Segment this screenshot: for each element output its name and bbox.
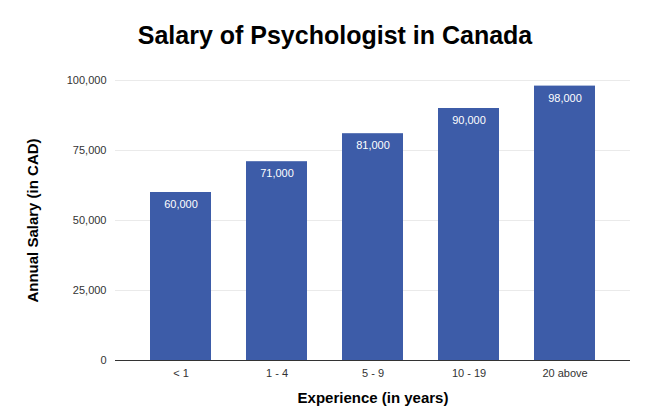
svg-text:50,000: 50,000 [73, 214, 107, 226]
svg-text:90,000: 90,000 [452, 114, 486, 126]
svg-text:Annual Salary (in CAD): Annual Salary (in CAD) [24, 138, 41, 302]
html-text:Salary of Psychologist in Cana: Salary of Psychologist in Canada [137, 21, 533, 49]
svg-text:71,000: 71,000 [260, 167, 294, 179]
svg-text:81,000: 81,000 [356, 139, 390, 151]
svg-text:1 - 4: 1 - 4 [266, 367, 288, 379]
svg-text:10 - 19: 10 - 19 [452, 367, 486, 379]
svg-text:60,000: 60,000 [164, 198, 198, 210]
svg-text:98,000: 98,000 [548, 92, 582, 104]
svg-text:0: 0 [100, 354, 106, 366]
svg-text:25,000: 25,000 [73, 284, 107, 296]
svg-text:Experience (in years): Experience (in years) [298, 389, 449, 406]
svg-text:20 above: 20 above [542, 367, 587, 379]
svg-text:< 1: < 1 [173, 367, 189, 379]
svg-text:75,000: 75,000 [73, 144, 107, 156]
svg-text:5 - 9: 5 - 9 [362, 367, 384, 379]
svg-text:100,000: 100,000 [67, 74, 107, 86]
